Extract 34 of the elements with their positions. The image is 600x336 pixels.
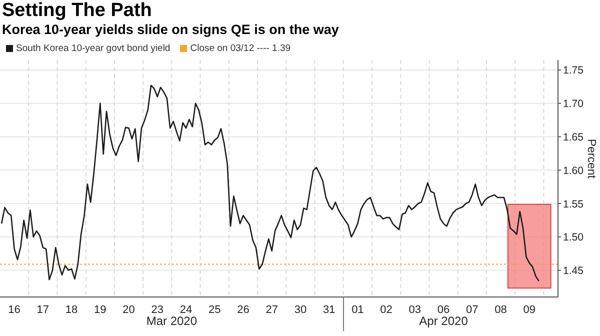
x-tick-label: 19	[94, 304, 106, 316]
x-tick-label: 06	[437, 304, 450, 316]
x-tick-label: 24	[180, 304, 192, 316]
x-tick-label: 09	[523, 304, 536, 316]
x-tick-label: 18	[65, 304, 78, 316]
x-tick-label: 20	[122, 304, 135, 316]
x-tick-label: 17	[36, 304, 50, 316]
y-tick-label: 1.65	[563, 132, 584, 144]
x-tick-label: 16	[8, 304, 20, 316]
x-tick-label: 02	[380, 304, 392, 316]
x-tick-label: 25	[208, 304, 221, 316]
text: Apr 2020	[418, 314, 469, 328]
legend-label: Close on 03/12 ---- 1.39	[189, 43, 291, 54]
legend-label: South Korea 10-year govt bond yield	[15, 43, 170, 54]
x-tick-label: 01	[352, 304, 364, 316]
line-series	[0, 84, 540, 282]
y-axis-title: Percent	[584, 138, 597, 180]
y-tick-label: 1.55	[563, 198, 584, 210]
y-tick-label: 1.50	[563, 232, 584, 244]
y-tick-label: 1.75	[563, 64, 584, 77]
x-tick-label: 30	[294, 304, 307, 316]
x-tick-label: 26	[237, 304, 250, 316]
chart-subtitle: Korea 10-year yields slide on signs QE is on the way	[2, 22, 339, 37]
text: Mar 2020	[145, 314, 198, 328]
x-tick-label: 31	[322, 304, 336, 316]
y-tick-label: 1.45	[563, 265, 584, 278]
x-tick-label: 23	[151, 304, 164, 316]
x-tick-label: 03	[408, 304, 422, 316]
x-tick-label: 27	[266, 304, 278, 316]
chart-title: Setting The Path	[2, 0, 152, 22]
y-tick-label: 1.60	[563, 164, 584, 177]
y-tick-label: 1.70	[563, 98, 584, 110]
x-tick-label: 07	[466, 304, 478, 316]
x-tick-label: 08	[494, 304, 507, 316]
